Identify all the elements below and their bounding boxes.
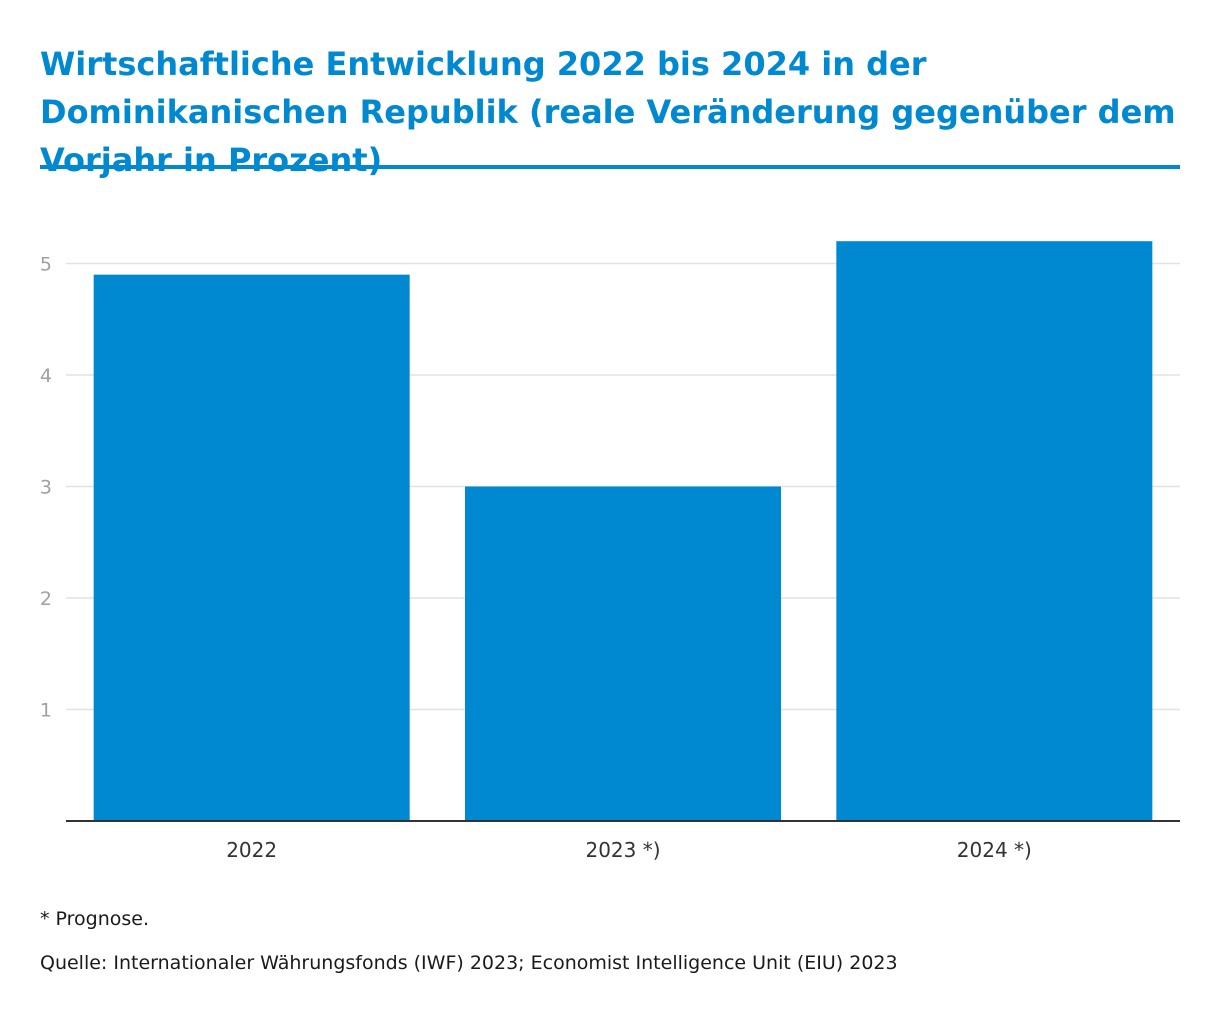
- y-axis-tick-labels: 1 2 3 4 5: [40, 254, 52, 722]
- source-note: Quelle: Internationaler Währungsfonds (I…: [40, 952, 898, 974]
- bar: [836, 241, 1153, 821]
- bar: [93, 274, 410, 821]
- y-tick-label: 2: [40, 588, 52, 610]
- bars: [93, 241, 1153, 821]
- y-tick-label: 1: [40, 700, 52, 722]
- x-tick-label: 2022: [226, 838, 277, 862]
- bar-chart: 1 2 3 4 5 2022 2023 *) 2024 *): [40, 241, 1180, 862]
- x-axis-tick-labels: 2022 2023 *) 2024 *): [226, 838, 1032, 862]
- y-tick-label: 4: [40, 365, 52, 387]
- chart-title: Wirtschaftliche Entwicklung 2022 bis 202…: [40, 45, 1176, 179]
- x-tick-label: 2023 *): [585, 838, 660, 862]
- y-tick-label: 5: [40, 254, 52, 276]
- y-tick-label: 3: [40, 477, 52, 499]
- title-divider: [40, 165, 1180, 169]
- bar: [465, 486, 781, 821]
- x-tick-label: 2024 *): [957, 838, 1032, 862]
- footnote: * Prognose.: [40, 908, 150, 930]
